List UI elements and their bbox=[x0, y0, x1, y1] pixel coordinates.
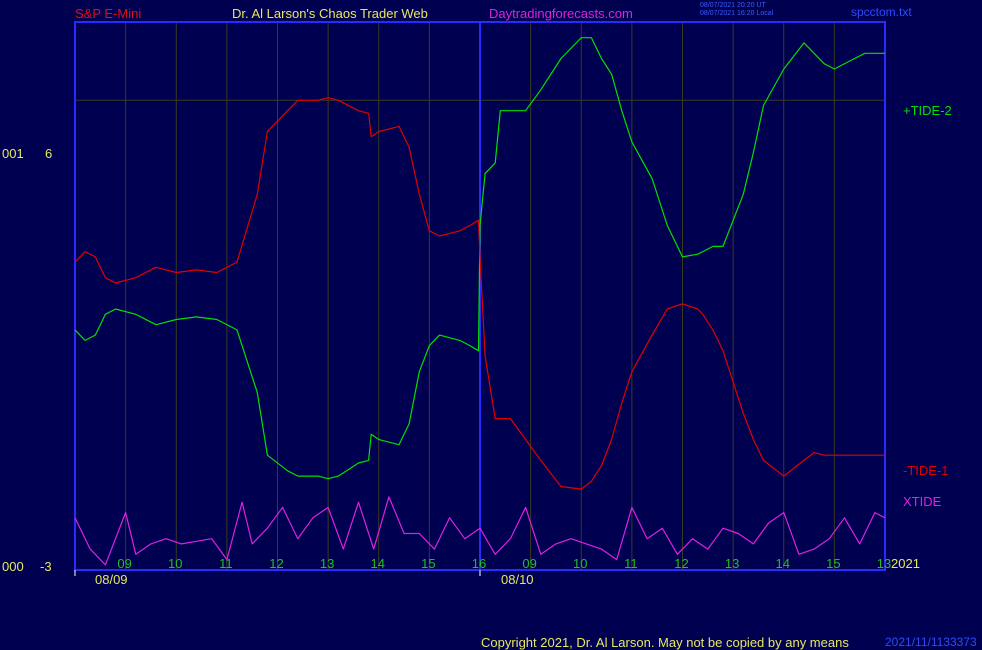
date-label-1: 08/09 bbox=[95, 572, 128, 587]
timestamp-ut: 08/07/2021 20:20 UT bbox=[700, 2, 766, 9]
y-top-value: 6 bbox=[45, 146, 53, 161]
hour-tick-label: 15 bbox=[826, 556, 840, 571]
hour-tick-label: 10 bbox=[573, 556, 587, 571]
hour-tick-label: 12 bbox=[269, 556, 283, 571]
legend-tide-minus: -TIDE-1 bbox=[903, 463, 949, 478]
hour-tick-label: 13 bbox=[320, 556, 334, 571]
site-title: Dr. Al Larson's Chaos Trader Web bbox=[232, 6, 428, 21]
hour-tick-label: 10 bbox=[168, 556, 182, 571]
legend-tide-plus: +TIDE-2 bbox=[903, 103, 952, 118]
series-line-xtide bbox=[74, 496, 886, 566]
data-file: spcctom.txt bbox=[851, 5, 912, 19]
series-line--tide-1 bbox=[74, 97, 885, 490]
hour-tick-label: 09 bbox=[117, 556, 131, 571]
y-top-label: 001 bbox=[2, 146, 24, 161]
hour-tick-label: 14 bbox=[776, 556, 790, 571]
series-line--tide-2 bbox=[74, 37, 885, 480]
legend-xtide: XTIDE bbox=[903, 494, 942, 509]
hour-tick-label: 13 bbox=[877, 556, 891, 571]
hour-tick-label: 12 bbox=[674, 556, 688, 571]
hour-tick-label: 15 bbox=[421, 556, 435, 571]
hour-tick-label: 14 bbox=[371, 556, 385, 571]
hour-tick-label: 16 bbox=[472, 556, 486, 571]
hour-tick-label: 09 bbox=[522, 556, 536, 571]
site-url[interactable]: Daytradingforecasts.com bbox=[489, 6, 633, 21]
date-label-2: 08/10 bbox=[501, 572, 534, 587]
instrument-title: S&P E-Mini bbox=[75, 6, 142, 21]
y-bottom-label: 000 bbox=[2, 559, 24, 574]
copyright-text: Copyright 2021, Dr. Al Larson. May not b… bbox=[481, 635, 849, 650]
hour-tick-label: 13 bbox=[725, 556, 739, 571]
timestamp-local: 08/07/2021 16:20 Local bbox=[700, 10, 774, 17]
y-bottom-value: -3 bbox=[40, 559, 52, 574]
footer-code: 2021/11/1133373 bbox=[885, 635, 977, 649]
year-label: 2021 bbox=[891, 556, 920, 571]
hour-tick-label: 11 bbox=[624, 556, 638, 571]
hour-tick-label: 11 bbox=[219, 556, 233, 571]
